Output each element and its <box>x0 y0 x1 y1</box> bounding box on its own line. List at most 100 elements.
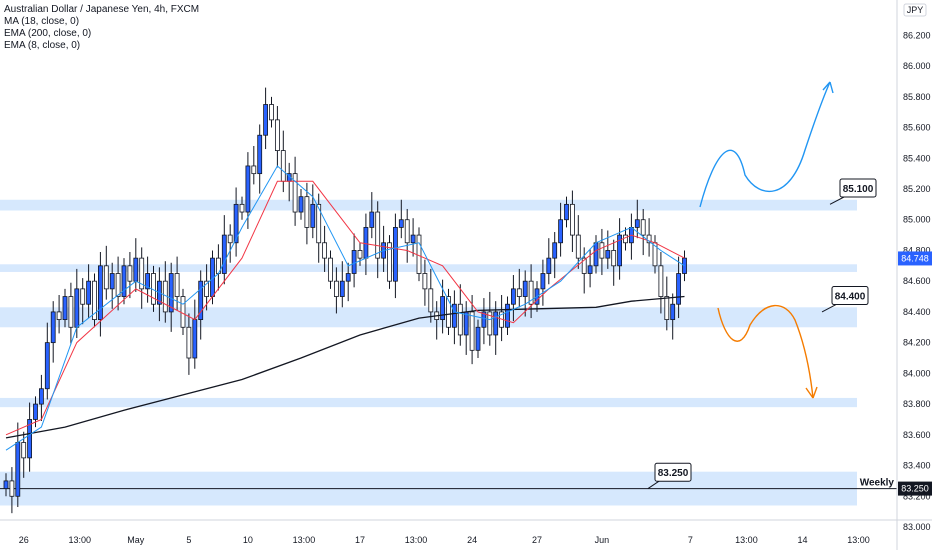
support-resistance-zone <box>0 199 857 211</box>
candle-body <box>98 265 103 320</box>
price-tick-label: 85.200 <box>903 184 931 194</box>
support-resistance-zone <box>0 264 857 272</box>
candle-body <box>540 273 546 290</box>
candle-body <box>634 219 640 228</box>
candle-body <box>280 150 286 182</box>
time-tick-label: 5 <box>186 535 191 545</box>
candle-body <box>168 273 174 313</box>
price-tick-label: 84.000 <box>903 368 931 378</box>
time-tick-label: 26 <box>19 535 29 545</box>
candle-body <box>139 257 145 290</box>
candle-body <box>646 234 652 244</box>
legend-ma18[interactable]: MA (18, close, 0) <box>4 16 80 27</box>
candle-body <box>269 104 274 121</box>
candle-body <box>392 227 398 282</box>
candle-body <box>274 119 280 151</box>
candle-body <box>127 265 133 282</box>
candle-body <box>56 311 62 320</box>
callout-pointer <box>829 196 845 205</box>
candle-body <box>363 227 369 259</box>
candle-body <box>103 265 109 290</box>
price-tick-label: 86.200 <box>903 30 931 40</box>
candle-body <box>463 311 469 336</box>
candle-body <box>257 134 263 175</box>
ma18-line <box>5 165 685 451</box>
candle-body <box>357 250 363 259</box>
price-tick-label: 85.400 <box>903 153 931 163</box>
time-tick-label: 10 <box>243 535 253 545</box>
candle-body <box>416 234 422 274</box>
time-tick-label: 13:00 <box>847 535 870 545</box>
candle-body <box>21 442 27 459</box>
candle-body <box>3 480 9 489</box>
candle-body <box>605 250 611 259</box>
candle-body <box>428 288 434 313</box>
candle-body <box>310 203 316 228</box>
candle-body <box>339 280 345 297</box>
candle-body <box>387 242 392 282</box>
bearish-arrow-head <box>805 386 818 399</box>
callout-pointer <box>821 304 837 313</box>
price-tick-label: 83.600 <box>903 430 931 440</box>
candle-body <box>62 296 68 320</box>
candle-body <box>186 326 192 359</box>
candle-body <box>351 250 357 274</box>
candle-body <box>599 242 605 259</box>
candle-body <box>328 257 333 282</box>
candle-body <box>640 219 646 236</box>
candle-body <box>398 219 404 228</box>
candle-body <box>50 311 56 344</box>
price-tick-label: 83.400 <box>903 461 931 471</box>
candle-body <box>664 296 670 320</box>
legend-ema200[interactable]: EMA (200, close, 0) <box>4 28 92 39</box>
candle-body <box>15 442 21 497</box>
candle-body <box>446 296 451 328</box>
candle-body <box>33 403 38 420</box>
price-tick-label: 85.600 <box>903 123 931 133</box>
price-tick-label: 84.800 <box>903 245 931 255</box>
candle-body <box>676 273 681 305</box>
candle-body <box>516 288 522 297</box>
candle-body <box>233 203 239 244</box>
candle-body <box>239 203 245 213</box>
currency-label: JPY <box>907 5 924 15</box>
candle-body <box>587 265 593 274</box>
candle-body <box>304 196 310 228</box>
candle-body <box>322 242 328 259</box>
candle-body <box>475 326 481 351</box>
candle-body <box>546 257 552 274</box>
price-callout-label: 85.100 <box>843 184 874 195</box>
time-tick-label: 13:00 <box>405 535 428 545</box>
candle-body <box>422 273 428 290</box>
legend-ema8[interactable]: EMA (8, close, 0) <box>4 40 81 51</box>
candle-body <box>192 319 198 359</box>
candle-body <box>682 257 687 274</box>
price-tick-label: 84.600 <box>903 276 931 286</box>
price-callout-label: 84.400 <box>835 292 866 303</box>
candle-body <box>487 311 493 336</box>
time-tick-label: 17 <box>355 535 365 545</box>
candle-body <box>522 280 528 297</box>
candle-body <box>174 273 180 297</box>
time-tick-label: 13:00 <box>68 535 91 545</box>
price-tick-label: 83.200 <box>903 491 931 501</box>
time-tick-label: 24 <box>467 535 477 545</box>
time-tick-label: 7 <box>688 535 693 545</box>
callout-pointer <box>647 480 660 490</box>
candle-body <box>198 280 204 320</box>
price-callout-box <box>831 286 869 306</box>
time-tick-label: May <box>127 535 145 545</box>
candle-body <box>505 303 510 328</box>
candle-body <box>9 480 15 497</box>
candle-body <box>564 203 569 221</box>
bearish-projection-arrow <box>717 304 814 399</box>
price-callout-box <box>839 178 877 198</box>
candle-body <box>345 273 351 282</box>
candle-body <box>570 203 575 236</box>
chart-legend: Australian Dollar / Japanese Yen, 4h, FX… <box>4 4 199 52</box>
candle-body <box>581 257 587 274</box>
weekly-price-tag <box>898 481 932 496</box>
weekly-line-label: Weekly <box>860 478 895 489</box>
